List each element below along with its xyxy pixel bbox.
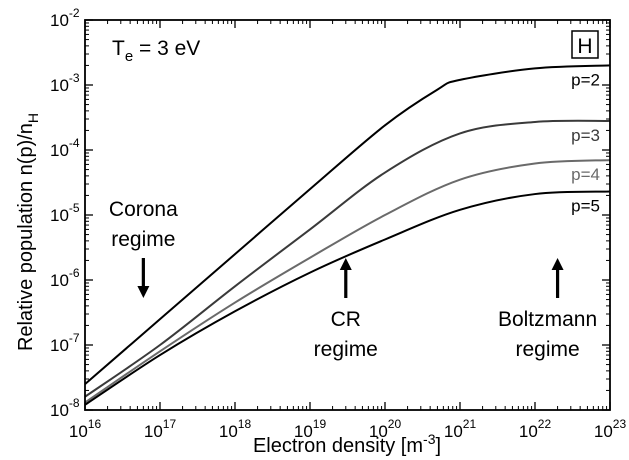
temperature-label: Te = 3 eV: [112, 37, 200, 65]
y-tick-label: 10-3: [50, 71, 80, 95]
x-tick-label: 1018: [219, 417, 252, 441]
y-tick-label: 10-5: [50, 201, 80, 225]
x-axis-label: Electron density [m-3]: [253, 431, 441, 457]
x-tick-label: 1023: [594, 417, 627, 441]
regime-arrow-head: [551, 258, 564, 270]
regime-label: regime: [515, 338, 579, 361]
series-line-p=2: [84, 64, 611, 385]
x-tick-label: 1019: [294, 417, 327, 441]
x-tick-label: 1021: [444, 417, 477, 441]
regime-label: regime: [314, 338, 378, 361]
series-label-p=3: p=3: [571, 126, 600, 145]
series-line-p=3: [84, 119, 611, 398]
y-axis-label: Relative population n(p)/nH: [15, 113, 41, 351]
element-box: [571, 30, 599, 59]
y-tick-label: 10-8: [50, 396, 80, 420]
y-tick-label: 10-7: [50, 331, 80, 355]
element-box-label: H: [577, 35, 592, 58]
series-line-p=5: [84, 190, 611, 406]
series-line-p=4: [84, 159, 611, 404]
y-tick-label: 10-2: [50, 6, 80, 30]
x-tick-label: 1020: [369, 417, 402, 441]
regime-label: regime: [111, 228, 175, 251]
regime-arrow-head: [339, 258, 352, 270]
regime-label: Corona: [109, 198, 178, 221]
series-label-p=4: p=4: [571, 165, 600, 184]
y-tick-label: 10-6: [50, 266, 80, 290]
series-label-p=5: p=5: [571, 196, 600, 215]
regime-label: CR: [331, 308, 361, 331]
series-label-p=2: p=2: [571, 70, 600, 89]
x-tick-label: 1022: [519, 417, 552, 441]
plot-frame: [84, 19, 611, 411]
x-tick-label: 1017: [144, 417, 177, 441]
x-tick-label: 1016: [69, 417, 102, 441]
regime-arrow-head: [137, 286, 150, 298]
y-tick-label: 10-4: [50, 136, 80, 160]
regime-label: Boltzmann: [498, 308, 597, 331]
